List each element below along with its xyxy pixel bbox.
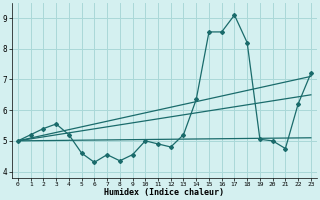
X-axis label: Humidex (Indice chaleur): Humidex (Indice chaleur) — [104, 188, 224, 197]
